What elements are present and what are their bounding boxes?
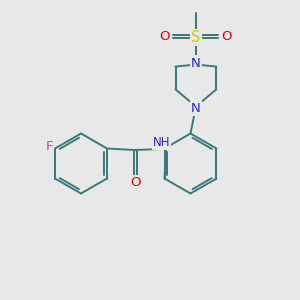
Text: N: N — [191, 101, 201, 115]
Text: N: N — [191, 56, 201, 70]
Text: F: F — [46, 140, 53, 154]
Text: O: O — [130, 176, 141, 190]
Text: O: O — [221, 30, 232, 43]
Text: NH: NH — [153, 136, 170, 149]
Text: S: S — [191, 30, 201, 45]
Text: O: O — [160, 30, 170, 43]
